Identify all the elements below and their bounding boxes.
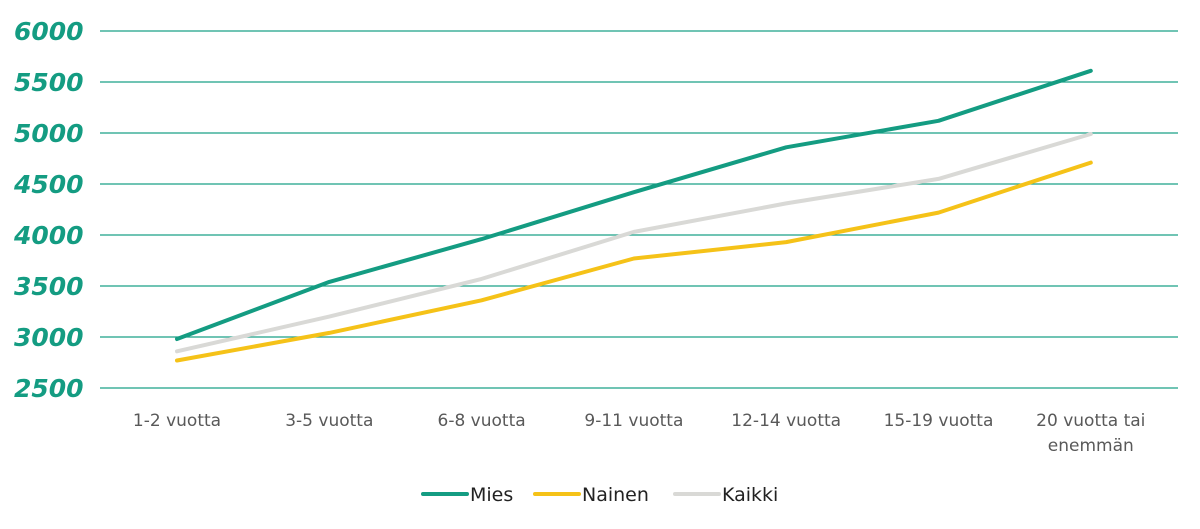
y-tick-label: 6000 [14,17,84,46]
legend: Mies Nainen Kaikki [421,484,778,506]
x-tick-label: 20 vuotta tai enemmän [1036,411,1145,456]
y-tick-label: 5500 [14,68,84,97]
x-tick-label-line: 15-19 vuotta [884,411,994,431]
y-tick-label: 4000 [13,221,84,250]
legend-label-kaikki: Kaikki [722,484,778,506]
x-tick-label-line: 20 vuotta tai [1036,411,1145,431]
x-tick-label-line: 9-11 vuotta [584,411,683,431]
x-tick-label: 9-11 vuotta [584,411,683,431]
x-tick-label: 15-19 vuotta [884,411,994,431]
x-tick-label-line: 3-5 vuotta [285,411,373,431]
x-tick-label: 1-2 vuotta [133,411,221,431]
series-line-kaikki [175,132,1093,354]
x-tick-label: 3-5 vuotta [285,411,373,431]
y-tick-label: 5000 [14,119,84,148]
series-line-mies [175,68,1093,341]
x-tick-label-line: enemmän [1048,436,1134,456]
y-tick-label: 3500 [14,272,84,301]
y-tick-label: 3000 [14,323,84,352]
x-axis-ticks: 1-2 vuotta 3-5 vuotta 6-8 vuotta 9-11 vuott… [133,411,1145,456]
x-tick-label: 6-8 vuotta [438,411,526,431]
series-lines [175,68,1093,363]
legend-label-mies: Mies [470,484,513,506]
x-tick-label-line: 1-2 vuotta [133,411,221,431]
x-tick-label: 12-14 vuotta [731,411,841,431]
y-tick-label: 2500 [14,374,84,403]
legend-label-nainen: Nainen [582,484,649,506]
y-axis-ticks: 2500 3000 3500 4000 4500 5000 5500 6000 [13,17,84,403]
x-tick-label-line: 12-14 vuotta [731,411,841,431]
y-tick-label: 4500 [13,170,84,199]
x-tick-label-line: 6-8 vuotta [438,411,526,431]
series-line-nainen [175,160,1093,363]
gridlines [100,30,1178,389]
